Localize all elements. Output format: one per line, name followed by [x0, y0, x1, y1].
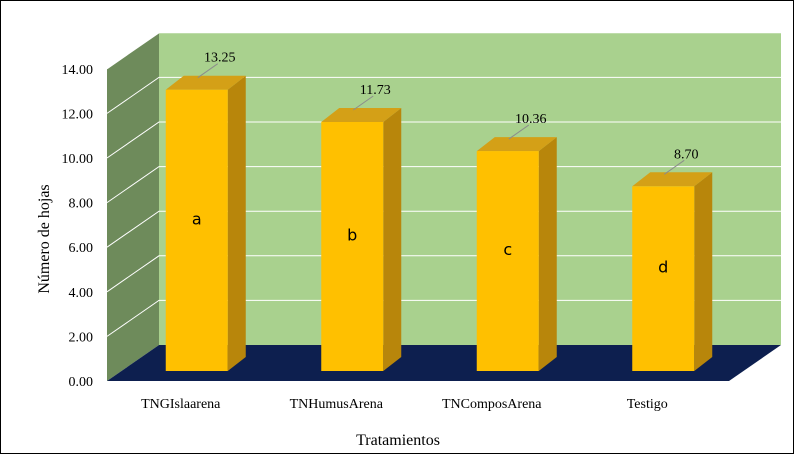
y-tick-label: 6.00	[69, 241, 94, 256]
gridlines	[106, 32, 781, 337]
value-label: 8.70	[674, 147, 699, 162]
x-tick-label: TNHumusArena	[290, 397, 384, 412]
bar: 11.73 b	[321, 83, 402, 371]
bars: 13.25 a 11.73 b 10.36 c 8.70 d	[165, 51, 713, 371]
group-letter: d	[658, 258, 668, 277]
bar: 13.25 a	[165, 51, 246, 371]
group-letter: b	[347, 225, 357, 244]
x-axis-title: Tratamientos	[356, 432, 440, 449]
bar-side	[538, 137, 557, 371]
group-letter: a	[192, 209, 202, 228]
y-tick-label: 4.00	[69, 286, 94, 301]
y-tick-label: 12.00	[62, 107, 94, 122]
y-tick-label: 8.00	[69, 197, 94, 212]
value-leader-line	[352, 95, 374, 111]
y-axis-ticks: 0.00 2.00 4.00 6.00 8.00 10.00 12.00 14.00	[62, 63, 94, 390]
bar-top	[165, 75, 246, 90]
bar-side	[383, 107, 402, 371]
bar: 8.70 d	[632, 147, 713, 371]
bar-front	[632, 186, 695, 371]
value-label: 10.36	[515, 112, 547, 127]
chart-back-wall	[159, 32, 781, 346]
gridline	[106, 255, 781, 293]
bar-top	[476, 137, 557, 152]
y-tick-label: 10.00	[62, 152, 94, 167]
x-axis-ticks: TNGIslaarena TNHumusArena TNComposArena Tes…	[141, 397, 668, 412]
gridline	[106, 32, 781, 70]
group-letter: c	[503, 240, 512, 259]
bar-front	[476, 151, 539, 371]
gridline	[106, 121, 781, 159]
x-tick-label: TNComposArena	[442, 397, 542, 412]
value-leader-line	[663, 159, 685, 175]
chart-floor	[107, 345, 781, 381]
gridline	[106, 166, 781, 204]
value-label: 13.25	[204, 51, 236, 66]
y-tick-label: 14.00	[62, 63, 94, 78]
y-tick-label: 0.00	[69, 375, 94, 390]
gridline	[106, 76, 781, 114]
bar-top	[632, 172, 713, 187]
gridline	[106, 299, 781, 337]
bar-side	[227, 75, 246, 371]
y-tick-label: 2.00	[69, 330, 94, 345]
y-axis-title: Número de hojas	[36, 184, 53, 293]
chart-side-wall	[107, 32, 159, 382]
x-tick-label: TNGIslaarena	[141, 397, 221, 412]
x-tick-label: Testigo	[627, 397, 668, 412]
value-leader-line	[197, 63, 219, 79]
bar-side	[694, 172, 713, 371]
value-leader-line	[508, 124, 530, 140]
bar: 10.36 c	[476, 112, 557, 371]
bar-front	[165, 89, 228, 371]
bar-top	[321, 107, 402, 122]
gridline	[106, 210, 781, 248]
bar-front	[321, 121, 384, 371]
value-label: 11.73	[360, 83, 391, 98]
